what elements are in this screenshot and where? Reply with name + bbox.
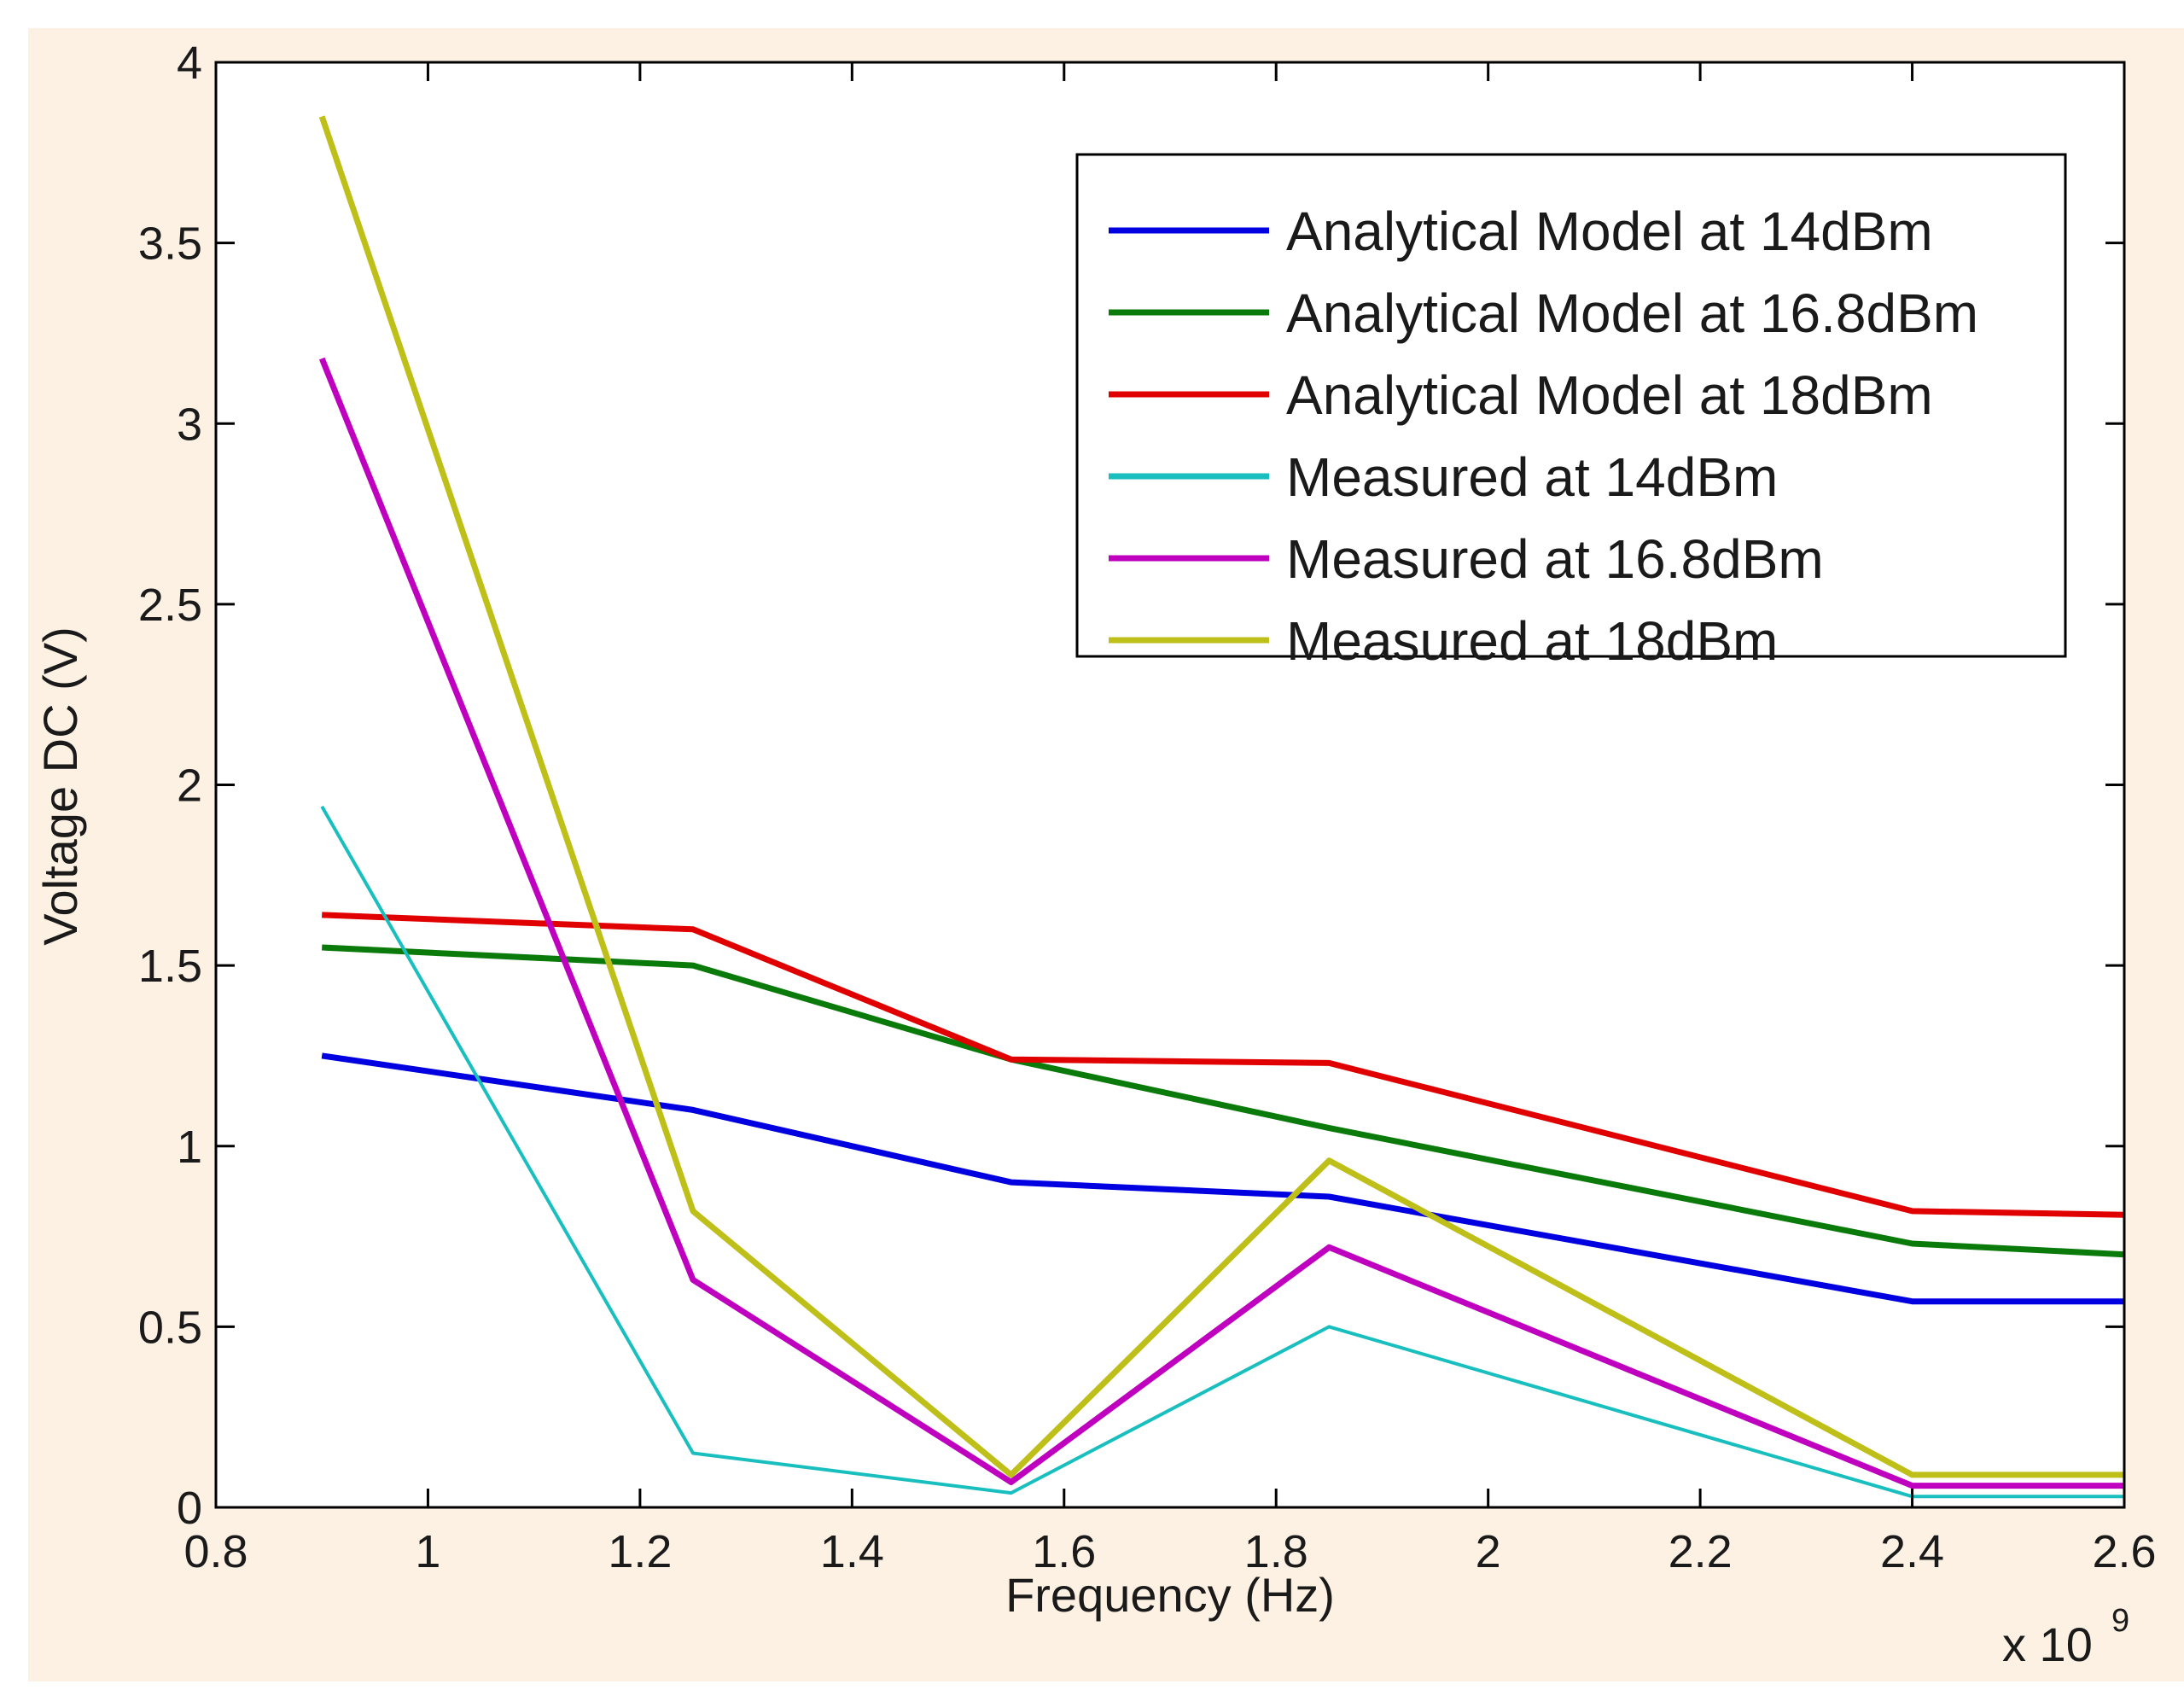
- series-line-4: [320, 805, 2124, 1499]
- y-tick-label: 0.5: [138, 1302, 202, 1353]
- y-tick-label: 2.5: [138, 580, 202, 631]
- legend-label-3: Analytical Model at 18dBm: [1286, 364, 1933, 426]
- x-axis: 0.8 1 1.2 1.4 1.6 1.8 2 2.2 2.4 2.6: [183, 62, 2157, 1577]
- series-line-3: [322, 912, 2125, 1218]
- x-tick-label: 1.4: [820, 1526, 884, 1577]
- y-axis: 0 0.5 1 1.5 2 2.5 3 3.5 4: [138, 38, 2124, 1534]
- y-tick-label: 3: [177, 399, 202, 450]
- x-tick-label: 2.6: [2092, 1526, 2156, 1577]
- x-tick-label: 1.2: [608, 1526, 672, 1577]
- legend-label-1: Analytical Model at 14dBm: [1286, 201, 1933, 262]
- legend-label-4: Measured at 14dBm: [1286, 446, 1778, 508]
- legend-label-6: Measured at 18dBm: [1286, 610, 1778, 672]
- x-tick-label: 1.8: [1244, 1526, 1308, 1577]
- legend-box: [1075, 153, 2067, 658]
- x-tick-label: 2.2: [1669, 1526, 1733, 1577]
- line-chart: 0.8 1 1.2 1.4 1.6 1.8 2 2.2 2.4 2.6 0 0.5 1 1.5 2 2.5 3…: [33, 38, 2157, 1671]
- series-line-6: [318, 115, 2124, 1478]
- y-tick-label: 2: [177, 761, 202, 812]
- legend-label-5: Measured at 16.8dBm: [1286, 528, 1824, 590]
- x-tick-label: 2.4: [1880, 1526, 1944, 1577]
- series-line-5: [318, 357, 2124, 1489]
- legend: Analytical Model at 14dBm Analytical Mode…: [1075, 153, 2067, 672]
- y-tick-label: 0: [177, 1483, 202, 1534]
- x-exponent-power: 9: [2111, 1603, 2129, 1639]
- x-tick-label: 1: [415, 1526, 440, 1577]
- y-tick-label: 3.5: [138, 219, 202, 270]
- x-exponent-label: x 10: [2002, 1617, 2093, 1671]
- y-axis-title: Voltage DC (V): [33, 627, 87, 946]
- y-tick-label: 4: [177, 38, 202, 89]
- x-axis-title: Frequency (Hz): [1005, 1568, 1335, 1622]
- x-tick-label: 2: [1476, 1526, 1501, 1577]
- figure-frame: 0.8 1 1.2 1.4 1.6 1.8 2 2.2 2.4 2.6 0 0.5 1 1.5 2 2.5 3…: [28, 28, 2184, 1681]
- y-tick-label: 1: [177, 1122, 202, 1173]
- y-tick-label: 1.5: [138, 941, 202, 992]
- series-layer: [318, 115, 2125, 1499]
- x-tick-label: 0.8: [183, 1526, 248, 1577]
- series-line-1: [321, 1052, 2124, 1305]
- x-tick-label: 1.6: [1032, 1526, 1096, 1577]
- series-line-2: [322, 944, 2125, 1258]
- legend-label-2: Analytical Model at 16.8dBm: [1286, 283, 1978, 344]
